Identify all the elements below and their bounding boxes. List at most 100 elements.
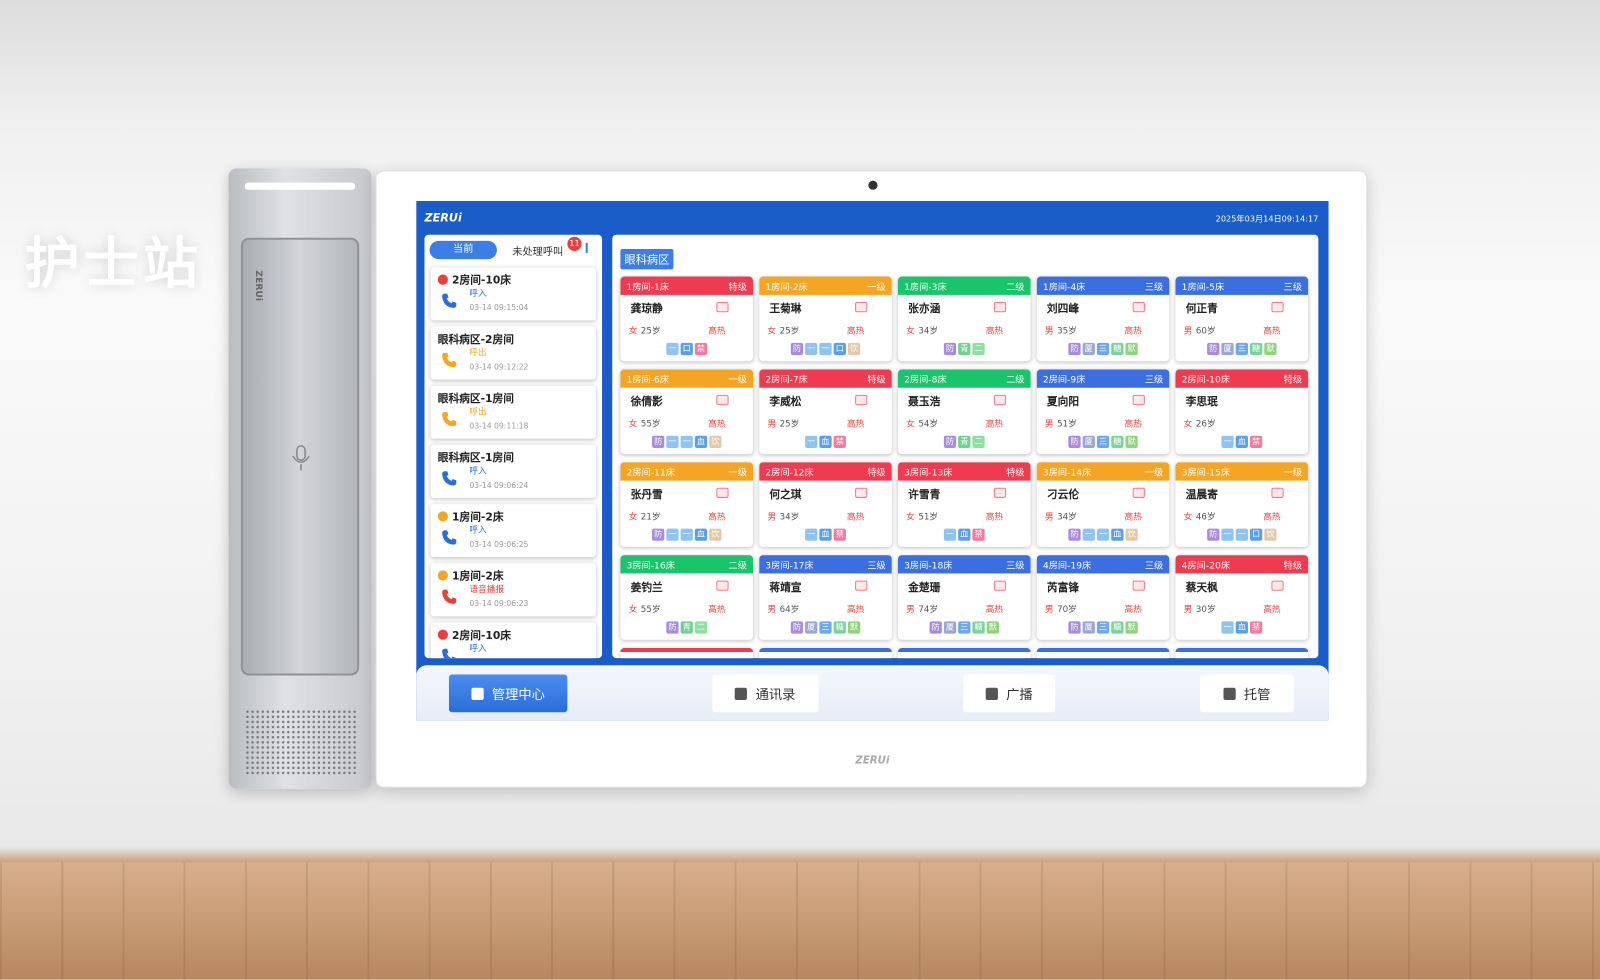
diagnosis: 高热 — [846, 419, 865, 430]
tag: 饮 — [847, 342, 861, 356]
nav-button[interactable]: 托管 — [1199, 674, 1294, 713]
patient-age: 34岁 — [779, 512, 800, 523]
bed-card[interactable]: 3房间-15床 一级 温晨寄女 46岁 高热防一一口饮 — [1175, 462, 1309, 547]
nav-button[interactable]: 通讯录 — [712, 674, 819, 713]
handset[interactable]: ZERUi — [240, 237, 360, 676]
phone-icon — [440, 351, 458, 373]
card-header: 3房间-18床 三级 — [897, 555, 1031, 574]
bed-card[interactable]: 1房间-6床 一级 徐倩影女 55岁 高热防一一血饮 — [620, 369, 754, 455]
bed-card[interactable]: 3房间-18床 三级 金楚珊男 74岁 高热防厦三糖默 — [897, 555, 1031, 640]
tab[interactable]: 当前 — [429, 240, 497, 260]
call-status: 呼入 — [469, 466, 487, 477]
nav-button[interactable]: 管理中心 — [448, 674, 568, 713]
call-item[interactable]: 眼科病区-1房间 呼入 03-14 09:06:24 — [430, 444, 596, 498]
call-item[interactable]: 1房间-2床 语音播报 03-14 09:06:23 — [430, 563, 596, 617]
tag: 防 — [943, 342, 957, 356]
bed-card[interactable]: 2房间-9床 三级 夏向阳男 51岁 高热防厦三糖默 — [1036, 369, 1170, 455]
call-status: 呼入 — [469, 288, 487, 299]
card-header: 3房间-17床 三级 — [759, 555, 892, 574]
call-item[interactable]: 眼科病区-1房间 呼出 03-14 09:11:18 — [430, 385, 596, 439]
bed-card[interactable]: 3房间-13床 特级 许雪青女 51岁 高热一血禁 — [897, 462, 1031, 547]
card-header: 4房间-19床 三级 — [1036, 555, 1170, 574]
speaker-grille — [244, 709, 358, 777]
care-level: 一级 — [728, 468, 747, 479]
bed-card[interactable]: 2房间-12床 特级 何之琪男 34岁 高热一血禁 — [759, 462, 892, 547]
tag-row: 一血禁 — [759, 435, 892, 448]
diagnosis: 高热 — [1124, 512, 1142, 523]
care-level: 二级 — [728, 561, 747, 572]
phone-icon — [440, 647, 458, 659]
bed-card[interactable]: 4房间-20床 特级 蔡天枫男 30岁 高热一血禁 — [1175, 555, 1309, 640]
patient-age: 60岁 — [1195, 326, 1216, 337]
patient-sex: 男 — [1044, 512, 1054, 523]
patient-name: 李威松 — [769, 395, 802, 409]
tag: 口 — [833, 342, 846, 356]
handset-brand: ZERUi — [253, 270, 264, 302]
tag: 三 — [1096, 621, 1110, 634]
status-icon — [993, 394, 1007, 406]
patient-name: 龚琼静 — [630, 303, 663, 316]
bed-card[interactable]: 2房间-8床 二级 聂玉浩女 54岁 高热防青二 — [897, 369, 1031, 455]
bed-card[interactable]: 4房间-19床 三级 芮富锋男 70岁 高热防厦三糖默 — [1036, 555, 1170, 640]
patient-name: 姜钓兰 — [630, 581, 663, 594]
patient-sex: 女 — [1183, 512, 1193, 523]
bed-card[interactable]: 3房间-16床 二级 姜钓兰女 55岁 高热防青二 — [620, 555, 754, 640]
bed-card[interactable]: 2房间-10床 特级 李思珉女 26岁一血禁 — [1175, 369, 1309, 455]
bed-card[interactable]: 3房间-17床 三级 蒋靖宣男 64岁 高热防厦三糖默 — [759, 555, 892, 640]
bed-card[interactable]: 2房间-11床 一级 张丹雪女 21岁 高热防一一血饮 — [620, 462, 754, 547]
diagnosis: 高热 — [1263, 326, 1281, 337]
bed-card[interactable]: 1房间-3床 二级 张亦涵女 34岁 高热防青二 — [897, 276, 1031, 362]
collapse-icon — [585, 242, 588, 254]
card-header: 4房间-20床 特级 — [1175, 555, 1309, 574]
card-header: 2房间-8床 二级 — [897, 369, 1031, 388]
patient-name: 何正青 — [1185, 303, 1218, 316]
care-level: 特级 — [1283, 561, 1303, 572]
bed-card[interactable]: 1房间-2床 一级 王菊琳女 25岁 高热防一一口饮 — [759, 276, 892, 362]
bed-number: 2房间-11床 — [626, 468, 675, 479]
care-level: 一级 — [728, 375, 747, 386]
tag-row: 防一一口饮 — [1176, 528, 1309, 541]
tag: 禁 — [694, 342, 708, 356]
tag-row: 防厦三糖默 — [1037, 342, 1170, 356]
nav-button[interactable]: 广播 — [963, 674, 1056, 713]
screen: ZERUi 2025年03月14日09:14:17 当前 未处理呼叫 11 2房间-1… — [416, 201, 1329, 721]
nav-label: 通讯录 — [755, 687, 796, 704]
bed-number: 1房间-4床 — [1042, 282, 1086, 293]
tab[interactable]: 未处理呼叫 — [512, 246, 564, 259]
bed-card[interactable]: 2房间-7床 特级 李威松男 25岁 高热一血禁 — [759, 369, 892, 455]
tag: 防 — [666, 621, 679, 634]
card-header: 3房间-15床 一级 — [1175, 462, 1309, 481]
call-item[interactable]: 眼科病区-2房间 呼出 03-14 09:12:22 — [430, 326, 596, 380]
patient-name: 张丹雪 — [630, 488, 663, 502]
diagnosis: 高热 — [708, 419, 726, 430]
bed-card[interactable]: 1房间-1床 特级 龚琼静女 25岁 高热一口禁 — [620, 276, 754, 362]
diagnosis: 高热 — [1124, 605, 1142, 616]
care-level: 三级 — [1144, 375, 1164, 386]
tag: 糖 — [1249, 342, 1263, 356]
bed-card[interactable]: 1房间-4床 三级 刘四峰男 35岁 高热防厦三糖默 — [1036, 276, 1170, 362]
nav-icon — [1223, 687, 1236, 700]
bed-card[interactable]: 3房间-14床 一级 刁云伦男 34岁 高热防一一血饮 — [1036, 462, 1170, 547]
frame-brand: ZERUi — [855, 755, 890, 767]
ward-title: 眼科病区 — [620, 248, 674, 270]
patient-sex: 女 — [906, 512, 915, 523]
tag: 血 — [958, 528, 971, 541]
tag-row: 防厦三糖默 — [1037, 621, 1170, 634]
tag: 血 — [694, 435, 708, 448]
card-header: 3房间-14床 一级 — [1036, 462, 1170, 481]
tag: 防 — [929, 621, 942, 634]
tag: 防 — [1207, 342, 1220, 356]
care-level: 三级 — [1144, 282, 1164, 293]
call-item[interactable]: 1房间-2床 呼入 03-14 09:06:25 — [430, 504, 596, 558]
patient-sex: 男 — [1044, 419, 1054, 430]
patient-sex: 男 — [1044, 605, 1054, 616]
call-item[interactable]: 2房间-10床 呼入 03-14 09:15:04 — [430, 267, 596, 321]
patient-name: 王菊琳 — [769, 303, 802, 316]
tag: 一 — [1221, 621, 1234, 634]
tag: 一 — [805, 342, 818, 356]
bed-card[interactable]: 1房间-5床 三级 何正青男 60岁 高热防厦三糖默 — [1175, 276, 1309, 362]
patient-sex: 女 — [628, 419, 638, 430]
diagnosis: 高热 — [846, 512, 865, 523]
tag: 一 — [805, 528, 818, 541]
